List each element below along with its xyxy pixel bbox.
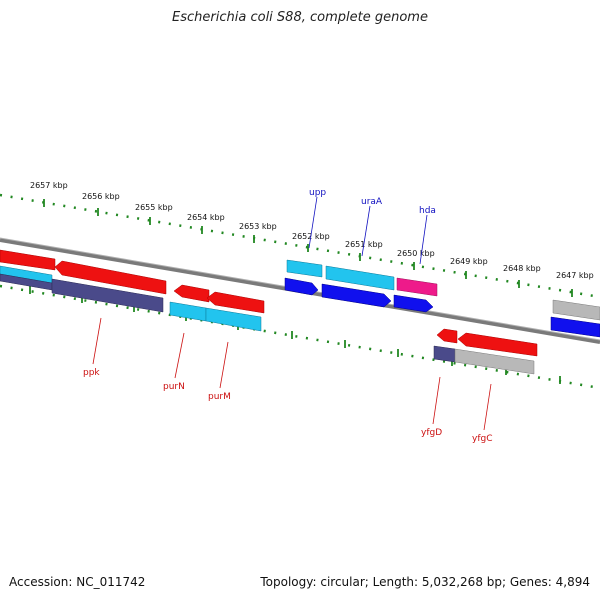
kbp-label: 2654 kbp (187, 213, 225, 222)
kbp-label: 2655 kbp (135, 203, 173, 212)
gene-label-uraA: uraA (361, 197, 383, 207)
kbp-label: 2649 kbp (450, 257, 488, 266)
yfgD-leader-line (432, 376, 441, 425)
gene-yfgD[interactable] (433, 345, 456, 363)
gene-block-red[interactable] (0, 249, 56, 271)
gene-red-arrow-long[interactable] (457, 332, 538, 357)
gene-hda[interactable] (396, 277, 438, 297)
kbp-label: 2657 kbp (30, 181, 68, 190)
gene-label-purN: purN (163, 382, 185, 392)
accession-label: Accession: NC_011742 (9, 575, 146, 589)
ppk-leader-line (92, 317, 102, 365)
genome-summary: Topology: circular; Length: 5,032,268 bp… (260, 575, 590, 589)
gene-purN[interactable] (169, 301, 207, 322)
gene-label-yfgC: yfgC (472, 434, 493, 444)
gene-blue-arrow[interactable] (321, 283, 392, 308)
upp-leader-line (308, 196, 318, 249)
kbp-label: 2656 kbp (82, 192, 120, 201)
kbp-label: 2648 kbp (503, 264, 541, 273)
gene-red-arrow-tiny[interactable] (436, 328, 458, 344)
gene-upp[interactable] (286, 259, 323, 278)
kbp-label: 2653 kbp (239, 222, 277, 231)
hda-leader-line (419, 214, 428, 265)
purM-leader-line (219, 341, 229, 389)
kbp-label: 2650 kbp (397, 249, 435, 258)
purN-leader-line (174, 332, 185, 379)
yfgC-leader-line (483, 383, 492, 431)
kbp-label: 2647 kbp (556, 271, 594, 280)
genome-title: Escherichia coli S88, complete genome (172, 10, 428, 25)
gene-purM[interactable] (205, 307, 262, 332)
gene-blue-edge[interactable] (550, 316, 600, 338)
upper-scale-ticks (43, 199, 573, 297)
gene-red-arrow[interactable] (206, 291, 265, 314)
gene-gray-edge[interactable] (552, 299, 600, 321)
gene-label-ppk: ppk (83, 368, 100, 378)
gene-red-arrow-small[interactable] (173, 284, 210, 303)
gene-label-hda: hda (419, 206, 436, 216)
gene-ppk-upper[interactable] (54, 260, 167, 295)
gene-ppk[interactable] (51, 278, 164, 313)
gene-blue-arrow-small[interactable] (284, 277, 319, 296)
gene-label-yfgD: yfgD (421, 428, 442, 438)
gene-blue-arrow-right[interactable] (393, 294, 434, 313)
gene-label-purM: purM (208, 392, 231, 402)
uraA-leader-line (361, 205, 371, 257)
gene-label-upp: upp (309, 188, 326, 198)
gene-uraA[interactable] (325, 265, 395, 291)
gene-yfgC[interactable] (454, 348, 535, 375)
